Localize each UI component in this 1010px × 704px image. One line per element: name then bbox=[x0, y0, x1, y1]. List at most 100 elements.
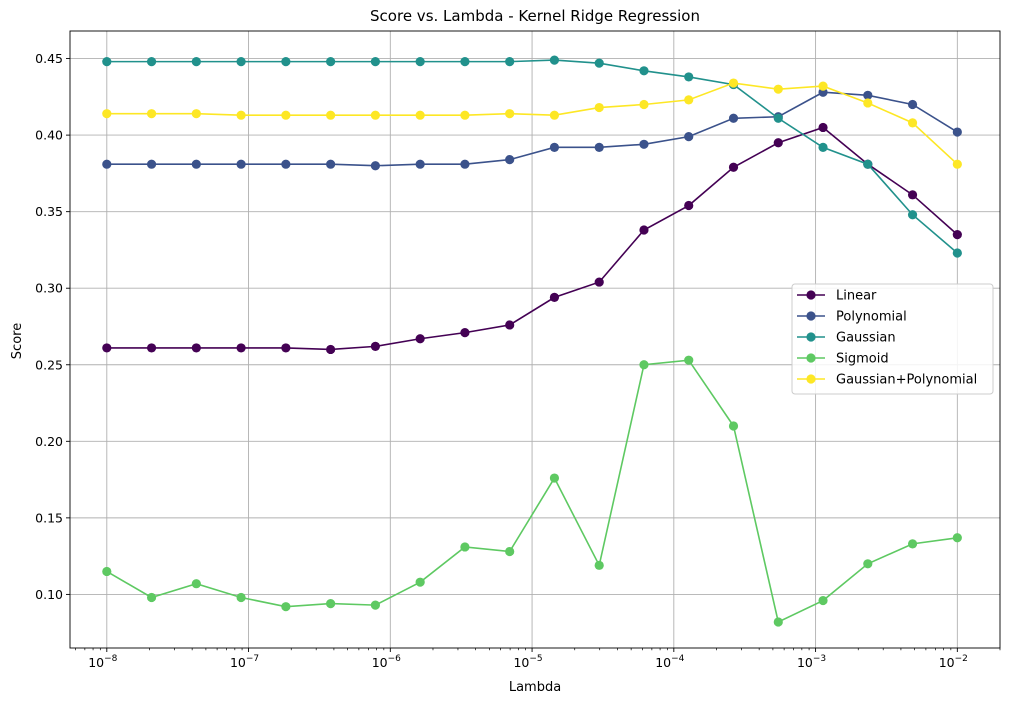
data-point-gaussian bbox=[326, 57, 336, 67]
plot-series bbox=[102, 55, 962, 627]
series-line-sigmoid bbox=[106, 359, 958, 624]
data-point-sigmoid bbox=[236, 592, 246, 603]
data-point-linear bbox=[415, 334, 425, 344]
data-point-linear bbox=[952, 230, 962, 240]
data-point-sigmoid bbox=[415, 577, 425, 587]
y-axis: 0.10 0.15 0.20 0.25 0.30 0.35 0.40 0.45 bbox=[35, 51, 70, 602]
data-point-gaussian-polynomial bbox=[907, 118, 918, 128]
data-point-linear bbox=[549, 292, 560, 302]
series-sigmoid bbox=[102, 355, 962, 627]
data-point-gaussian-polynomial bbox=[594, 102, 604, 113]
legend-label: Gaussian bbox=[836, 331, 896, 346]
data-point-polynomial bbox=[549, 142, 560, 152]
data-point-gaussian bbox=[281, 57, 291, 67]
data-point-gaussian-polynomial bbox=[460, 110, 470, 120]
data-point-gaussian bbox=[594, 58, 604, 68]
data-point-sigmoid bbox=[907, 539, 918, 549]
data-point-gaussian bbox=[191, 57, 201, 67]
data-point-polynomial bbox=[326, 159, 336, 169]
data-point-sigmoid bbox=[549, 473, 560, 483]
data-point-gaussian bbox=[549, 55, 560, 65]
x-axis-label: Lambda bbox=[509, 680, 561, 695]
data-point-gaussian bbox=[818, 142, 828, 152]
data-point-polynomial bbox=[460, 159, 470, 169]
series-gaussian-polynomial bbox=[102, 78, 962, 169]
data-point-linear bbox=[505, 320, 515, 330]
x-tick-label: 10−5 bbox=[513, 654, 542, 670]
chart-title: Score vs. Lambda - Kernel Ridge Regressi… bbox=[370, 7, 700, 25]
data-point-sigmoid bbox=[460, 542, 470, 552]
data-point-gaussian bbox=[460, 57, 470, 67]
data-point-gaussian bbox=[370, 57, 380, 67]
data-point-polynomial bbox=[594, 142, 604, 152]
data-point-linear bbox=[594, 277, 604, 287]
series-line-gaussian bbox=[106, 59, 958, 254]
data-point-polynomial bbox=[952, 127, 962, 137]
data-point-linear bbox=[281, 343, 291, 353]
data-point-polynomial bbox=[281, 159, 291, 169]
data-point-polynomial bbox=[863, 90, 873, 100]
data-point-linear bbox=[326, 344, 336, 355]
data-point-sigmoid bbox=[370, 600, 380, 610]
data-point-sigmoid bbox=[594, 560, 604, 570]
data-point-linear bbox=[370, 341, 380, 351]
data-point-gaussian bbox=[236, 57, 246, 67]
y-tick-label: 0.35 bbox=[35, 204, 63, 219]
data-point-linear bbox=[728, 162, 739, 172]
x-tick-label: 10−3 bbox=[797, 654, 826, 670]
data-point-polynomial bbox=[639, 139, 649, 149]
x-tick-label: 10−8 bbox=[88, 654, 117, 670]
data-point-sigmoid bbox=[102, 566, 112, 577]
data-point-linear bbox=[818, 122, 828, 133]
y-tick-label: 0.40 bbox=[35, 128, 63, 143]
data-point-sigmoid bbox=[326, 599, 336, 609]
data-point-linear bbox=[907, 190, 918, 200]
data-point-linear bbox=[191, 343, 201, 353]
data-point-polynomial bbox=[415, 159, 425, 169]
data-point-gaussian bbox=[146, 57, 157, 67]
data-point-polynomial bbox=[146, 159, 157, 169]
legend-item-linear: Linear bbox=[797, 289, 877, 304]
legend-swatch-marker bbox=[806, 311, 816, 321]
legend: Linear Polynomial Gaussian Sigmoid Gaussian+… bbox=[791, 283, 994, 395]
data-point-sigmoid bbox=[281, 602, 291, 612]
data-point-polynomial bbox=[684, 132, 694, 142]
data-point-gaussian-polynomial bbox=[415, 110, 425, 120]
data-point-gaussian-polynomial bbox=[281, 110, 291, 120]
series-line-polynomial bbox=[106, 91, 958, 167]
data-point-gaussian-polynomial bbox=[818, 81, 828, 91]
data-point-sigmoid bbox=[684, 355, 694, 365]
data-point-sigmoid bbox=[773, 617, 783, 627]
plot-frame bbox=[69, 30, 1001, 649]
legend-swatch-marker bbox=[806, 353, 816, 363]
data-point-gaussian bbox=[415, 57, 425, 67]
data-point-polynomial bbox=[236, 159, 246, 169]
data-point-gaussian-polynomial bbox=[639, 99, 649, 110]
data-point-sigmoid bbox=[146, 592, 157, 603]
data-point-sigmoid bbox=[728, 421, 739, 431]
y-tick-label: 0.45 bbox=[35, 51, 63, 66]
data-point-polynomial bbox=[191, 159, 201, 169]
data-point-linear bbox=[146, 343, 157, 353]
data-point-gaussian-polynomial bbox=[146, 109, 157, 119]
data-point-gaussian-polynomial bbox=[863, 98, 873, 108]
data-point-sigmoid bbox=[191, 579, 201, 589]
data-point-gaussian bbox=[952, 248, 962, 258]
x-tick-label: 10−7 bbox=[230, 654, 259, 670]
legend-item-sigmoid: Sigmoid bbox=[797, 352, 889, 367]
data-point-gaussian-polynomial bbox=[326, 110, 336, 120]
y-tick-label: 0.10 bbox=[35, 587, 63, 602]
data-point-linear bbox=[684, 200, 694, 211]
data-point-gaussian-polynomial bbox=[684, 95, 694, 105]
legend-swatch-marker bbox=[806, 332, 816, 342]
x-tick-label: 10−2 bbox=[939, 654, 968, 670]
x-tick-label: 10−4 bbox=[655, 654, 684, 670]
data-point-gaussian-polynomial bbox=[236, 110, 246, 120]
y-tick-label: 0.20 bbox=[35, 434, 63, 449]
y-tick-label: 0.30 bbox=[35, 281, 63, 296]
data-point-sigmoid bbox=[505, 546, 515, 557]
legend-item-gaussian: Gaussian bbox=[797, 331, 896, 346]
data-point-gaussian-polynomial bbox=[952, 159, 962, 169]
x-tick-label: 10−6 bbox=[372, 654, 401, 670]
